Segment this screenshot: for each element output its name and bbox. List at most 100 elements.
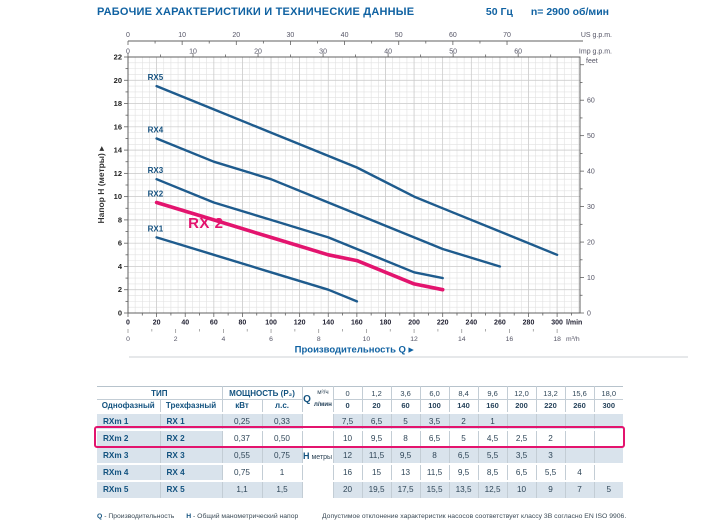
svg-text:50: 50 <box>449 49 457 56</box>
svg-text:16: 16 <box>506 336 514 343</box>
svg-text:l/min: l/min <box>566 320 582 327</box>
head-value: 9,5 <box>390 446 421 464</box>
head-value: 9,5 <box>361 429 392 447</box>
svg-text:60: 60 <box>449 32 457 39</box>
curve-RX4 <box>155 137 502 268</box>
h-unit: метры <box>311 453 333 461</box>
head-value: 5 <box>390 412 421 430</box>
svg-text:60: 60 <box>210 320 218 327</box>
svg-text:60: 60 <box>514 49 522 56</box>
footnote-h-term: H <box>186 513 192 520</box>
svg-text:0: 0 <box>126 32 130 39</box>
svg-text:4: 4 <box>118 262 123 271</box>
svg-text:30: 30 <box>319 49 327 56</box>
power-kw: 0,75 <box>221 463 263 481</box>
single-phase-model: RXm 1 <box>97 412 161 430</box>
svg-text:100: 100 <box>265 320 277 327</box>
svg-text:10: 10 <box>178 32 186 39</box>
svg-text:140: 140 <box>322 320 334 327</box>
three-phase-model: RX 3 <box>159 446 223 464</box>
svg-text:Производительность Q ▸: Производительность Q ▸ <box>295 345 415 356</box>
pump-data-table: ТИП МОЩНОСТЬ (P₂) Q м³/ч л/мин 0 1,2 3,6 6,… <box>97 386 624 498</box>
header-specs: 50 Гц n= 2900 об/мин <box>486 6 609 18</box>
footnote-legend: Q - Производительность H - Общий маномет… <box>97 513 308 520</box>
pump-data-table-wrap: ТИП МОЩНОСТЬ (P₂) Q м³/ч л/мин 0 1,2 3,6 6,… <box>94 386 625 498</box>
footnote-tolerance: Допустимое отклонение характеристик насо… <box>322 513 627 520</box>
pump-row-rx3: RXm 3 RX 3 0,55 0,75 12 11,5 9,5 8 6,5 5,5 3,5 3 <box>97 446 624 464</box>
svg-text:6: 6 <box>269 336 273 343</box>
power-hp: 1,5 <box>261 480 303 498</box>
head-value: 5,5 <box>535 463 566 481</box>
q-lmin-value: 220 <box>535 399 566 413</box>
head-value: 20 <box>332 480 363 498</box>
head-value: 8 <box>390 429 421 447</box>
curve-RX5 <box>155 84 559 257</box>
svg-text:180: 180 <box>380 320 392 327</box>
three-phase-model: RX 1 <box>159 412 223 430</box>
svg-text:40: 40 <box>384 49 392 56</box>
head-value: 13,5 <box>448 480 479 498</box>
head-value: 8 <box>419 446 450 464</box>
head-value: 12,5 <box>477 480 508 498</box>
svg-text:160: 160 <box>351 320 363 327</box>
svg-text:0: 0 <box>126 320 130 327</box>
q-lmin-value: 100 <box>419 399 450 413</box>
svg-text:14: 14 <box>458 336 466 343</box>
single-phase-model: RXm 2 <box>97 429 161 447</box>
svg-text:10: 10 <box>587 275 595 282</box>
pump-row-rx5: RXm 5 RX 5 1,1 1,5 20 19,5 17,5 15,5 13,5 12,5 10 9… <box>97 480 624 498</box>
page-header: РАБОЧИЕ ХАРАКТЕРИСТИКИ И ТЕХНИЧЕСКИЕ ДАН… <box>97 6 609 18</box>
head-value <box>564 412 595 430</box>
head-value <box>506 412 537 430</box>
head-value: 7,5 <box>332 412 363 430</box>
svg-text:280: 280 <box>523 320 535 327</box>
svg-text:30: 30 <box>587 204 595 211</box>
three-phase-model: RX 4 <box>159 463 223 481</box>
type-group-header: ТИП <box>97 386 223 400</box>
q-lmin-value: 260 <box>564 399 595 413</box>
svg-text:30: 30 <box>287 32 295 39</box>
svg-text:US g.p.m.: US g.p.m. <box>581 32 612 39</box>
chart-grid <box>127 56 581 314</box>
head-value: 4,5 <box>477 429 508 447</box>
svg-text:300: 300 <box>551 320 563 327</box>
table-header: ТИП МОЩНОСТЬ (P₂) Q м³/ч л/мин 0 1,2 3,6 6,… <box>97 386 624 413</box>
pump-row-rx4: RXm 4 RX 4 0,75 1 16 15 13 11,5 9,5 8,5 6,5 5,5 4 <box>97 463 624 481</box>
svg-text:RX2: RX2 <box>148 189 164 198</box>
q-label: Q <box>303 393 311 405</box>
annotation-rx2: RX 2 <box>188 215 223 232</box>
svg-text:80: 80 <box>239 320 247 327</box>
head-value: 6,5 <box>506 463 537 481</box>
svg-text:12: 12 <box>410 336 418 343</box>
q-unit-m3h: м³/ч <box>317 389 329 397</box>
head-value: 3 <box>535 446 566 464</box>
svg-text:8: 8 <box>317 336 321 343</box>
svg-text:m³/h: m³/h <box>566 336 580 343</box>
page-title: РАБОЧИЕ ХАРАКТЕРИСТИКИ И ТЕХНИЧЕСКИЕ ДАН… <box>97 6 415 18</box>
single-phase-model: RXm 3 <box>97 446 161 464</box>
head-value <box>593 446 624 464</box>
svg-text:0: 0 <box>587 310 591 317</box>
power-hp: 0,75 <box>261 446 303 464</box>
q-lmin-value: 200 <box>506 399 537 413</box>
head-value: 19,5 <box>361 480 392 498</box>
svg-text:20: 20 <box>153 320 161 327</box>
head-value: 2 <box>448 412 479 430</box>
head-value: 17,5 <box>390 480 421 498</box>
head-value: 11,5 <box>361 446 392 464</box>
head-value: 1 <box>477 412 508 430</box>
head-value: 15,5 <box>419 480 450 498</box>
head-value: 6,5 <box>448 446 479 464</box>
h-label: H <box>302 450 310 461</box>
q-lmin-value: 20 <box>361 399 392 413</box>
svg-text:RX1: RX1 <box>148 224 164 233</box>
head-value: 6,5 <box>419 429 450 447</box>
svg-text:16: 16 <box>114 122 122 131</box>
head-value: 4 <box>564 463 595 481</box>
single-phase-model: RXm 5 <box>97 480 161 498</box>
pump-row-rx2: RXm 2 RX 2 0,37 0,50 10 9,5 8 6,5 5 4,5 2,5 2 <box>97 429 624 447</box>
svg-text:70: 70 <box>503 32 511 39</box>
